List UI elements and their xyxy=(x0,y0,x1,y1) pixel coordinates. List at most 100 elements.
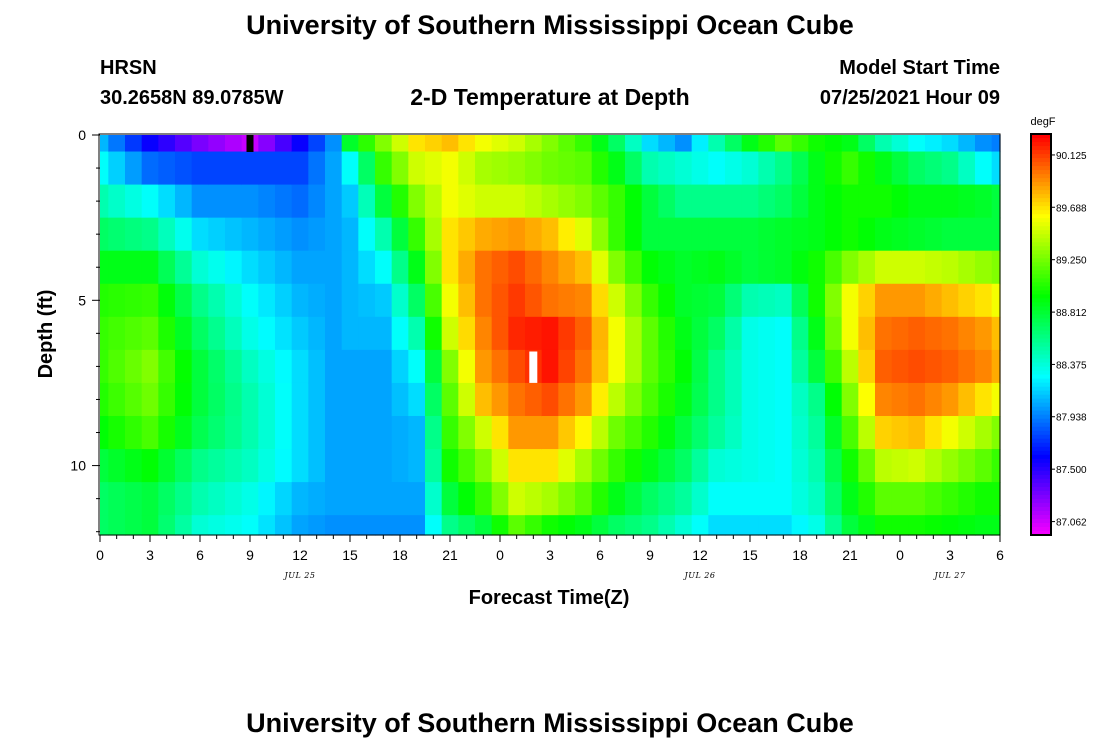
heatmap-cell xyxy=(858,135,876,153)
heatmap-cell xyxy=(991,449,1001,483)
heatmap-cell xyxy=(341,250,359,285)
heatmap-cell xyxy=(975,316,993,351)
heatmap-cell xyxy=(241,382,259,417)
heatmap-cell xyxy=(675,217,693,252)
heatmap-cell xyxy=(291,217,309,252)
heatmap-cell xyxy=(508,135,526,153)
heatmap-cell xyxy=(425,382,443,417)
heatmap-cell xyxy=(491,250,509,285)
heatmap-cell xyxy=(491,482,509,516)
heatmap-cell xyxy=(258,382,276,417)
heatmap-cell xyxy=(441,135,459,153)
heatmap-cell xyxy=(391,349,409,384)
heatmap-cell xyxy=(425,449,443,483)
heatmap-cell xyxy=(241,283,259,318)
heatmap-cell xyxy=(791,316,809,351)
heatmap-cell xyxy=(625,515,643,536)
heatmap-cell xyxy=(941,482,959,516)
heatmap-cell xyxy=(841,151,859,186)
colorbar-swatch xyxy=(1031,514,1051,520)
heatmap-cell xyxy=(608,382,626,417)
heatmap-cell xyxy=(925,382,943,417)
heatmap-cell xyxy=(641,415,659,450)
heatmap-cell xyxy=(508,415,526,450)
heatmap-cell xyxy=(491,316,509,351)
colorbar-swatch xyxy=(1031,198,1051,203)
heatmap-cell xyxy=(741,382,759,417)
colorbar-swatch xyxy=(1031,322,1051,328)
heatmap-cell xyxy=(241,449,259,483)
heatmap-cell xyxy=(241,415,259,450)
colorbar-swatch xyxy=(1031,462,1051,468)
heatmap-cell xyxy=(725,349,743,384)
heatmap-cell xyxy=(791,283,809,318)
heatmap-cell xyxy=(408,135,426,153)
heatmap-cell xyxy=(391,217,409,252)
colorbar-swatch xyxy=(1031,454,1051,460)
heatmap-cell xyxy=(441,151,459,186)
heatmap-cell xyxy=(758,382,776,417)
heatmap-cell xyxy=(208,316,226,351)
heatmap-cell xyxy=(808,151,826,186)
heatmap-cell xyxy=(975,449,993,483)
heatmap-cell xyxy=(791,184,809,219)
heatmap-cell xyxy=(808,217,826,252)
colorbar-swatch xyxy=(1031,362,1051,368)
heatmap-cell xyxy=(175,449,193,483)
heatmap-cell xyxy=(258,415,276,450)
heatmap-cell xyxy=(625,349,643,384)
colorbar-swatch xyxy=(1031,298,1051,304)
heatmap-cell xyxy=(191,217,209,252)
heatmap-cell xyxy=(741,316,759,351)
heatmap-cell xyxy=(908,151,926,186)
colorbar-swatch xyxy=(1031,282,1051,287)
heatmap-cell xyxy=(175,482,193,516)
heatmap-cell xyxy=(841,482,859,516)
heatmap-cell xyxy=(841,349,859,384)
heatmap-cell xyxy=(291,482,309,516)
colorbar-swatch xyxy=(1031,438,1051,444)
colorbar-swatch xyxy=(1031,478,1051,484)
colorbar-swatch xyxy=(1031,262,1051,267)
colorbar-swatch xyxy=(1031,430,1051,436)
colorbar-swatch xyxy=(1031,526,1051,532)
heatmap-cell xyxy=(275,316,293,351)
heatmap-cell xyxy=(108,482,126,516)
heatmap-cell xyxy=(975,250,993,285)
heatmap-cell xyxy=(925,217,943,252)
heatmap-cell xyxy=(708,349,726,384)
heatmap-cell xyxy=(725,515,743,536)
heatmap-cell xyxy=(458,482,476,516)
heatmap-cell xyxy=(691,250,709,285)
heatmap-cell xyxy=(100,283,109,318)
heatmap-cell xyxy=(108,217,126,252)
heatmap-cell xyxy=(158,217,176,252)
heatmap-cell xyxy=(691,283,709,318)
colorbar-swatch xyxy=(1031,382,1051,388)
heatmap-cell xyxy=(508,316,526,351)
heatmap-cell xyxy=(875,415,893,450)
heatmap-cell xyxy=(825,415,843,450)
colorbar-swatch xyxy=(1031,138,1051,143)
heatmap-cell xyxy=(758,316,776,351)
y-tick-label: 5 xyxy=(78,292,86,308)
heatmap-cell xyxy=(841,449,859,483)
colorbar-swatch xyxy=(1031,150,1051,155)
heatmap-cell xyxy=(125,515,143,536)
heatmap-cell xyxy=(358,482,376,516)
heatmap-cell xyxy=(191,184,209,219)
heatmap-cell xyxy=(291,184,309,219)
heatmap-cell xyxy=(541,449,559,483)
heatmap-cell xyxy=(108,415,126,450)
colorbar-swatch xyxy=(1031,166,1051,171)
heatmap-cell xyxy=(441,217,459,252)
heatmap-cell xyxy=(191,415,209,450)
heatmap-cell xyxy=(125,151,143,186)
heatmap-cell xyxy=(108,515,126,536)
heatmap-cell xyxy=(958,482,976,516)
heatmap-cell xyxy=(191,382,209,417)
heatmap-cell xyxy=(991,184,1001,219)
heatmap-cell xyxy=(875,217,893,252)
heatmap-cell xyxy=(675,250,693,285)
heatmap-cell xyxy=(641,151,659,186)
